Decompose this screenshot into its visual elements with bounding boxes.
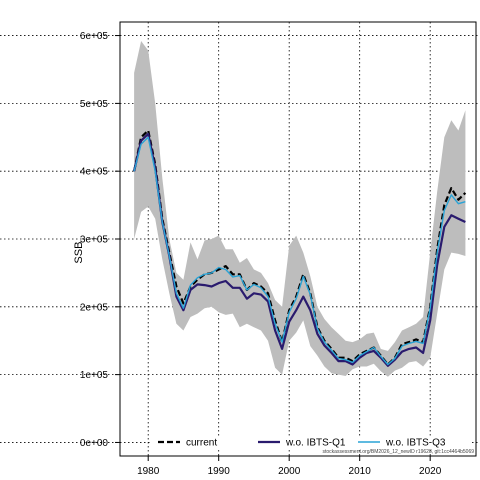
confidence-band (134, 41, 466, 377)
legend-label: current (186, 438, 217, 449)
series-line-w-o-ibts-q3 (133, 136, 466, 366)
y-tick-label: 1e+05 (80, 370, 109, 381)
x-tick-label: 2020 (419, 466, 442, 477)
y-tick-label: 6e+05 (80, 31, 109, 42)
series-lines (133, 129, 467, 367)
series-line-w-o-ibts-q1 (133, 132, 466, 367)
y-tick-label: 3e+05 (80, 235, 109, 246)
legend-label: w.o. IBTS-Q3 (385, 438, 446, 449)
x-tick-label: 2000 (278, 466, 301, 477)
grid (0, 22, 480, 456)
x-tick-label: 1990 (208, 466, 231, 477)
legend-label: w.o. IBTS-Q1 (285, 438, 346, 449)
x-axis: 1980 1990 2000 2010 2020 (137, 456, 442, 477)
y-axis: 0e+00 1e+05 2e+05 3e+05 4e+05 5e+05 6e+05 (80, 31, 120, 449)
y-tick-label: 4e+05 (80, 167, 109, 178)
confidence-band-area (134, 41, 466, 377)
y-tick-label: 5e+05 (80, 99, 109, 110)
caption-text: stockassessment.org/BM2026_12_newID r196… (323, 449, 475, 455)
y-axis-title: SSB (73, 242, 85, 264)
x-tick-label: 2010 (349, 466, 372, 477)
legend: current w.o. IBTS-Q1 w.o. IBTS-Q3 (150, 436, 470, 449)
y-tick-label: 0e+00 (80, 438, 109, 449)
x-tick-label: 1980 (137, 466, 160, 477)
legend-background (150, 436, 470, 448)
y-tick-label: 2e+05 (80, 302, 109, 313)
